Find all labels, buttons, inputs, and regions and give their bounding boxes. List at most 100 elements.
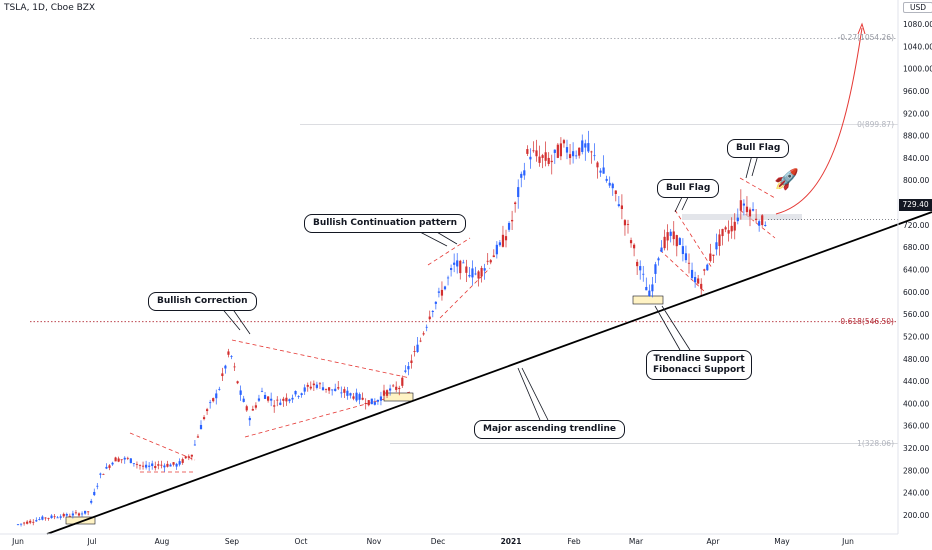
fib-level-label: 1(328.06) <box>857 438 894 448</box>
candle-body <box>35 520 38 522</box>
candle-body <box>565 147 569 153</box>
callout-pointer <box>517 367 541 421</box>
candle-body <box>672 231 675 240</box>
candle-body <box>764 224 767 226</box>
candle-body <box>199 424 203 430</box>
candle-body <box>178 461 181 465</box>
candle-body <box>620 205 623 210</box>
candle-body <box>636 261 639 267</box>
candle-body <box>19 523 23 525</box>
x-tick-label: Aug <box>155 537 170 546</box>
major-trendline <box>46 211 932 535</box>
candle-body <box>29 520 32 523</box>
candle-body <box>431 310 434 312</box>
candle-body <box>257 398 261 401</box>
candle-body <box>727 230 730 234</box>
x-axis: Jun Jul Aug Sep Oct Nov Dec 2021 Feb Mar Apr May Jun <box>0 533 898 546</box>
candle-body <box>212 398 215 402</box>
fib-level-label: -0.27(1054.26) <box>837 33 894 43</box>
x-tick-label: Feb <box>567 537 581 546</box>
candle-body <box>587 143 590 152</box>
candle-body <box>239 390 242 395</box>
pattern-line <box>427 237 471 266</box>
candle-body <box>462 262 465 264</box>
candle-body <box>629 240 633 244</box>
candle-body <box>282 398 285 401</box>
candle-body <box>202 417 206 420</box>
candle-body <box>416 344 419 352</box>
callout-support: Trendline Support Fibonacci Support <box>646 350 752 380</box>
currency-unit[interactable]: USD <box>903 2 932 13</box>
candle-body <box>514 202 517 205</box>
y-tick-label: 680.00 <box>903 243 929 252</box>
candle-body <box>376 399 379 402</box>
candle-body <box>501 234 505 247</box>
candle-body <box>477 271 480 279</box>
candle-body <box>41 516 44 520</box>
candle-body <box>718 234 721 247</box>
candle-body <box>389 388 392 391</box>
pattern-line <box>659 249 706 293</box>
y-tick-label: 920.00 <box>903 109 929 118</box>
candle-body <box>315 384 318 388</box>
candle-body <box>617 204 620 207</box>
candle-body <box>745 206 749 213</box>
candle-body <box>748 209 752 217</box>
candle-body <box>669 231 672 236</box>
candle-body <box>352 396 355 399</box>
candle-body <box>434 301 437 304</box>
candle-body <box>251 409 254 411</box>
fibonacci-levels <box>30 37 898 444</box>
candle-body <box>321 387 325 391</box>
candle-body <box>96 485 99 487</box>
candle-body <box>660 247 663 252</box>
candle-body <box>471 268 474 278</box>
candle-body <box>605 178 608 181</box>
candle-body <box>590 151 593 153</box>
candle-body <box>413 351 416 352</box>
candle-body <box>721 228 724 237</box>
y-tick-label: 360.00 <box>903 422 929 431</box>
callout-bull-flag-2: Bull Flag <box>727 139 790 158</box>
candle-body <box>77 513 81 516</box>
candle-body <box>254 405 257 408</box>
candle-body <box>245 406 248 411</box>
consolidation-zone <box>682 214 802 220</box>
candle-body <box>504 236 508 241</box>
candle-body <box>32 521 35 523</box>
candle-body <box>93 491 96 496</box>
pattern-line <box>231 339 411 379</box>
candle-body <box>517 187 520 198</box>
x-tick-label: Oct <box>295 537 308 546</box>
candle-body <box>221 373 224 377</box>
candle-body <box>425 326 428 328</box>
candle-body <box>47 517 50 519</box>
support-line-2: Fibonacci Support <box>653 365 745 375</box>
candle-body <box>285 397 288 402</box>
candle-body <box>44 517 47 519</box>
y-tick-label: 880.00 <box>903 132 929 141</box>
candle-body <box>495 244 498 255</box>
candle-body <box>209 402 212 404</box>
candle-body <box>489 260 492 263</box>
projection-arrowhead <box>857 22 866 35</box>
candle-body <box>126 457 129 459</box>
candle-body <box>276 399 279 401</box>
candle-body <box>422 333 425 335</box>
candle-body <box>99 473 102 475</box>
candle-body <box>80 513 84 515</box>
candle-body <box>291 397 294 400</box>
candle-body <box>135 463 139 465</box>
y-tick-label: 1040.00 <box>903 42 932 51</box>
candle-body <box>687 262 691 264</box>
support-box <box>383 392 414 402</box>
callout-major-trendline: Major ascending trendline <box>474 420 626 439</box>
candle-body <box>349 393 352 396</box>
candle-body <box>751 209 755 211</box>
candle-body <box>556 144 559 158</box>
candle-body <box>175 463 178 467</box>
x-tick-label: May <box>774 537 790 546</box>
y-tick-label: 840.00 <box>903 154 929 163</box>
y-tick-label: 280.00 <box>903 466 929 475</box>
support-box <box>632 295 664 305</box>
